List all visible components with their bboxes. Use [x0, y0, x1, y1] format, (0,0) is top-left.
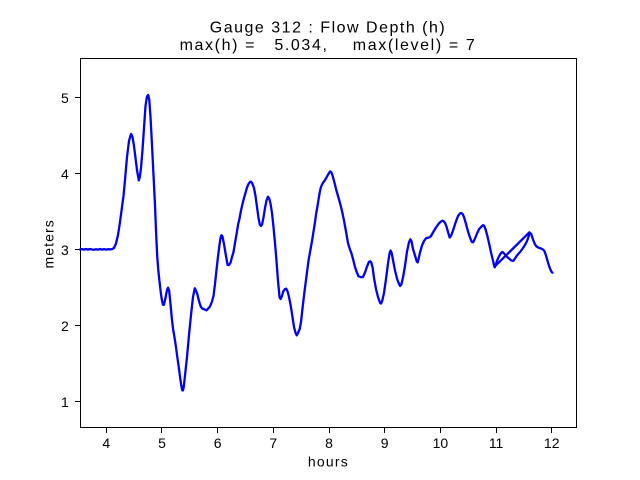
svg-text:meters: meters: [41, 219, 57, 268]
svg-text:5: 5: [61, 90, 69, 106]
svg-text:4: 4: [102, 435, 110, 451]
svg-text:11: 11: [489, 435, 504, 451]
svg-text:5: 5: [158, 435, 166, 451]
svg-text:8: 8: [325, 435, 333, 451]
svg-text:hours: hours: [308, 454, 349, 470]
svg-text:9: 9: [381, 435, 389, 451]
svg-text:3: 3: [61, 242, 69, 258]
svg-text:1: 1: [61, 394, 69, 410]
svg-text:2: 2: [61, 318, 69, 334]
svg-text:max(h) = 5.034, max(level: max(h) = 5.034, max(level) = 7: [180, 37, 477, 54]
svg-text:12: 12: [544, 435, 560, 451]
svg-text:4: 4: [61, 166, 69, 182]
svg-text:6: 6: [214, 435, 222, 451]
svg-text:7: 7: [269, 435, 277, 451]
svg-text:Gauge 312 : Flow Depth (h): Gauge 312 : Flow Depth (h): [210, 20, 446, 37]
svg-text:10: 10: [433, 435, 449, 451]
